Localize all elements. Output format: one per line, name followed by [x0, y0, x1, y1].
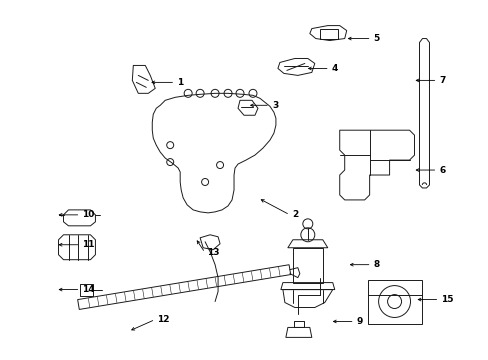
Text: 12: 12: [157, 315, 169, 324]
Bar: [367, 280, 422, 324]
Text: 9: 9: [356, 317, 362, 326]
Text: 3: 3: [271, 101, 278, 110]
Text: 13: 13: [206, 248, 219, 257]
Text: 14: 14: [82, 285, 95, 294]
Text: 10: 10: [82, 210, 95, 219]
Text: 8: 8: [373, 260, 379, 269]
Bar: [319, 28, 337, 39]
Text: 15: 15: [441, 295, 453, 304]
Text: 4: 4: [331, 64, 337, 73]
Text: 7: 7: [439, 76, 445, 85]
Bar: [292, 248, 322, 283]
Text: 2: 2: [291, 210, 298, 219]
Text: 6: 6: [439, 166, 445, 175]
Text: 5: 5: [373, 34, 379, 43]
Text: 1: 1: [177, 78, 183, 87]
Text: 11: 11: [82, 240, 95, 249]
